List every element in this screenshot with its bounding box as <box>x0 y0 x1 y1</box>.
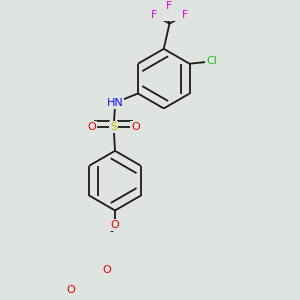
Text: O: O <box>131 122 140 132</box>
Text: F: F <box>151 10 157 20</box>
Text: F: F <box>182 10 188 20</box>
Text: O: O <box>111 220 119 230</box>
Text: HN: HN <box>106 98 123 108</box>
Text: F: F <box>166 2 173 11</box>
Text: O: O <box>103 265 111 275</box>
Text: O: O <box>66 284 75 295</box>
Text: Cl: Cl <box>206 56 217 66</box>
Text: S: S <box>110 122 117 132</box>
Text: O: O <box>88 122 97 132</box>
